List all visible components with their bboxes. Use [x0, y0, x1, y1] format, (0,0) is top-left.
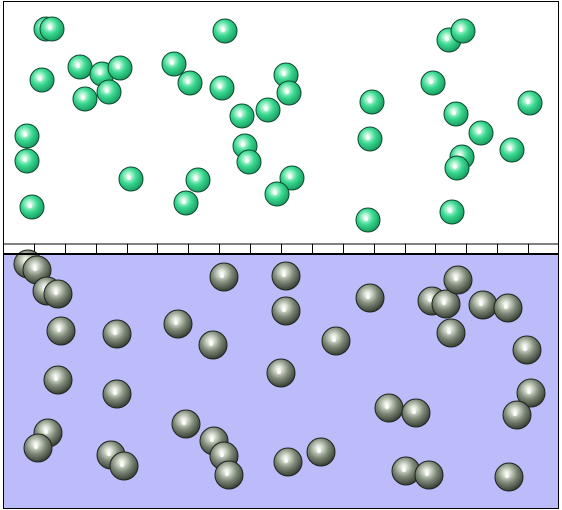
gas-particles-layer: [14, 16, 543, 233]
liquid-particle: [102, 319, 132, 349]
liquid-particle: [431, 289, 461, 319]
liquid-particle: [414, 460, 444, 490]
gas-particle: [209, 75, 235, 101]
gas-particle: [264, 181, 290, 207]
liquid-particle: [502, 400, 532, 430]
membrane-grid: [3, 243, 559, 254]
liquid-particles-layer: [13, 249, 546, 492]
gas-particle: [39, 16, 65, 42]
liquid-particle: [443, 265, 473, 295]
gas-particle: [255, 97, 281, 123]
gas-particle: [67, 54, 93, 80]
liquid-particle: [401, 398, 431, 428]
liquid-particle: [109, 451, 139, 481]
gas-particle: [357, 126, 383, 152]
gas-particle: [118, 166, 144, 192]
gas-particle: [499, 137, 525, 163]
liquid-particle: [516, 378, 546, 408]
gas-particle: [185, 167, 211, 193]
liquid-particle: [436, 318, 466, 348]
liquid-particle: [374, 393, 404, 423]
gas-particle: [107, 55, 133, 81]
liquid-particle: [493, 293, 523, 323]
liquid-particle: [355, 283, 385, 313]
gas-particle: [439, 199, 465, 225]
liquid-particle: [306, 437, 336, 467]
gas-particle: [29, 67, 55, 93]
liquid-particle: [271, 296, 301, 326]
liquid-particle: [468, 290, 498, 320]
liquid-particle: [512, 335, 542, 365]
liquid-particle: [273, 447, 303, 477]
liquid-particle: [43, 365, 73, 395]
gas-particle: [450, 18, 476, 44]
liquid-particle: [23, 433, 53, 463]
liquid-particle: [321, 326, 351, 356]
gas-particle: [72, 86, 98, 112]
liquid-particle: [46, 316, 76, 346]
gas-particle: [276, 80, 302, 106]
gas-particle: [279, 165, 305, 191]
liquid-particle: [209, 262, 239, 292]
liquid-particle: [171, 409, 201, 439]
liquid-particle: [266, 358, 296, 388]
gas-particle: [420, 70, 446, 96]
liquid-particle: [43, 279, 73, 309]
gas-particle: [14, 148, 40, 174]
gas-particle: [236, 149, 262, 175]
gas-particle: [177, 70, 203, 96]
gas-particle: [468, 120, 494, 146]
liquid-particle: [163, 309, 193, 339]
gas-particle: [359, 89, 385, 115]
gas-particle: [173, 190, 199, 216]
liquid-particle: [271, 261, 301, 291]
gas-particle: [212, 18, 238, 44]
liquid-particle: [102, 379, 132, 409]
liquid-particle: [494, 462, 524, 492]
gas-particle: [444, 155, 470, 181]
liquid-particle: [198, 330, 228, 360]
gas-particle: [161, 51, 187, 77]
gas-particle: [355, 207, 381, 233]
gas-particle: [229, 103, 255, 129]
gas-particle: [517, 90, 543, 116]
gas-particle: [14, 123, 40, 149]
gas-particle: [443, 101, 469, 127]
gas-particle: [19, 194, 45, 220]
gas-particle: [96, 79, 122, 105]
liquid-particle: [214, 460, 244, 490]
